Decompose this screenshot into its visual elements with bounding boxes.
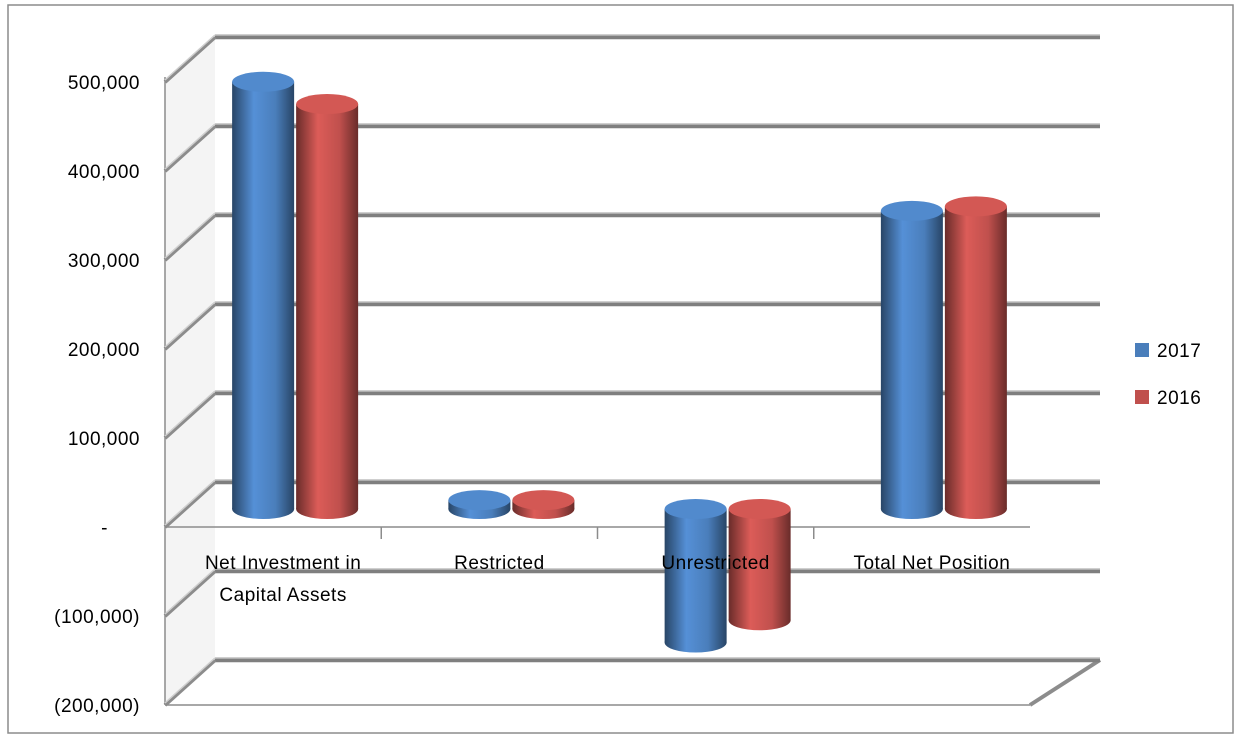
category-label: Total Net Position (853, 553, 1010, 574)
legend-item: 2016 (1135, 388, 1201, 409)
bars (232, 71, 1007, 653)
chart-walls (164, 37, 1102, 707)
y-tick-label: 500,000 (68, 73, 140, 94)
category-label: Net Investment in Capital Assets (205, 553, 361, 606)
legend-swatch (1135, 343, 1149, 357)
bar-2016-3 (944, 196, 1007, 519)
y-tick-label: (200,000) (54, 696, 140, 717)
bar-2016-0 (296, 94, 359, 519)
bar-2016-1 (512, 490, 575, 519)
legend: 2017 2016 (1135, 341, 1201, 409)
bar-2017-3 (880, 200, 943, 519)
y-tick-label: 200,000 (68, 340, 140, 361)
legend-label: 2017 (1157, 341, 1201, 362)
legend-item: 2017 (1135, 341, 1201, 362)
y-tick-label: 300,000 (68, 251, 140, 272)
gridline (163, 568, 1100, 618)
bar-2017-0 (232, 71, 295, 519)
legend-label: 2016 (1157, 388, 1201, 409)
floor-edge (1028, 658, 1102, 707)
bar-2016-2 (728, 499, 791, 631)
y-axis-ticks: 500,000 400,000 300,000 200,000 100,000 - (100… (54, 73, 140, 717)
gridline (163, 657, 1100, 707)
gridline (163, 34, 1100, 84)
bar-2017-2 (664, 499, 727, 653)
y-tick-label: 100,000 (68, 429, 140, 450)
category-label: Restricted (454, 553, 545, 574)
y-tick-label: (100,000) (54, 607, 140, 628)
category-label: Unrestricted (661, 553, 769, 574)
side-wall (165, 37, 215, 705)
gridline (163, 123, 1100, 173)
y-tick-label: 400,000 (68, 162, 140, 183)
legend-swatch (1135, 390, 1149, 404)
y-tick-label: - (101, 518, 108, 539)
bar-2017-1 (448, 490, 511, 519)
x-axis-categories: Net Investment in Capital Assets Restricte… (205, 553, 1010, 606)
